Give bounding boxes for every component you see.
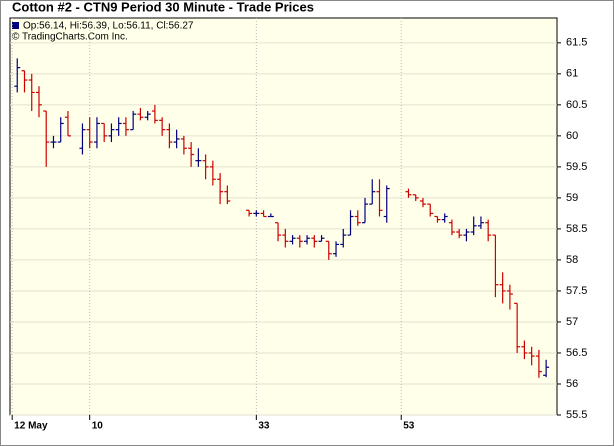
legend-swatch (12, 22, 19, 29)
x-tick-label: 33 (258, 421, 270, 432)
x-tick-label: 10 (92, 421, 104, 432)
chart-title: Cotton #2 - CTN9 Period 30 Minute - Trad… (12, 0, 314, 14)
y-tick-label: 57.5 (566, 285, 587, 297)
legend-text: Op:56.14, Hi:56.39, Lo:56.11, Cl:56.27 (23, 21, 194, 32)
y-tick-label: 58 (566, 254, 578, 266)
y-tick-label: 56 (566, 378, 578, 390)
plot-layer: 55.5 56 56.5 57 57.5 58 58.5 59 59.5 60 60.5 61 61.5… (10, 18, 587, 432)
y-tick-label: 56.5 (566, 347, 587, 359)
y-tick-label: 61.5 (566, 37, 587, 49)
y-tick-label: 60.5 (566, 99, 587, 111)
x-tick-label: 53 (403, 421, 415, 432)
x-tick-label: 12 May (14, 421, 48, 432)
y-tick-label: 57 (566, 316, 578, 328)
copyright: © TradingCharts.Com Inc. (12, 32, 128, 43)
y-tick-label: 60 (566, 130, 578, 142)
y-tick-label: 59 (566, 192, 578, 204)
y-tick-label: 58.5 (566, 223, 587, 235)
plot-area (9, 17, 558, 416)
y-tick-label: 59.5 (566, 161, 587, 173)
y-tick-label: 55.5 (566, 409, 587, 421)
y-tick-label: 61 (566, 68, 578, 80)
